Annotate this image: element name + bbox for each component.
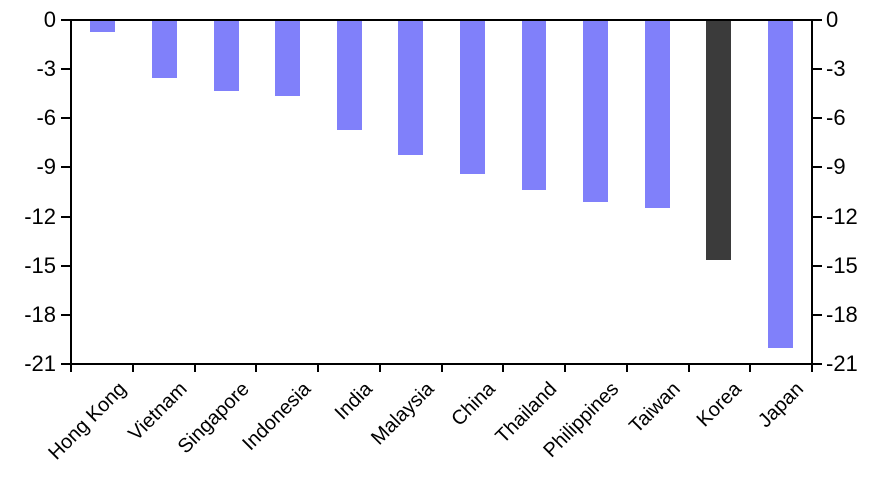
bar-china bbox=[459, 21, 485, 175]
x-tick-label-japan: Japan bbox=[753, 378, 808, 433]
bar-philippines bbox=[583, 21, 609, 202]
y-tick-label-right: -15 bbox=[826, 252, 858, 278]
x-axis-tick bbox=[317, 363, 319, 372]
x-axis-tick bbox=[749, 363, 752, 372]
y-tick-label-left: -6 bbox=[36, 105, 56, 131]
x-tick-label-korea: Korea bbox=[692, 378, 747, 432]
bar-taiwan bbox=[644, 21, 670, 209]
y-axis-tick-right bbox=[813, 117, 822, 120]
y-axis-tick-right bbox=[813, 363, 822, 365]
bar-korea bbox=[706, 21, 732, 261]
x-tick-label-china: China bbox=[447, 378, 500, 431]
x-tick-label-india: India bbox=[330, 378, 377, 425]
y-tick-label-left: -9 bbox=[36, 154, 56, 180]
x-axis-tick bbox=[70, 363, 72, 372]
x-axis-tick bbox=[255, 363, 258, 372]
x-axis-tick bbox=[440, 363, 443, 372]
y-axis-tick-left bbox=[61, 264, 70, 267]
y-axis-tick-left bbox=[61, 68, 70, 71]
y-axis-tick-left bbox=[61, 166, 70, 169]
x-axis-tick bbox=[502, 363, 505, 372]
y-tick-label-left: -15 bbox=[24, 252, 56, 278]
bar-malaysia bbox=[398, 21, 424, 155]
y-tick-label-left: -12 bbox=[24, 203, 56, 229]
x-axis-tick bbox=[811, 363, 813, 372]
y-tick-label-left: -18 bbox=[24, 301, 56, 327]
y-axis-tick-right bbox=[813, 19, 822, 21]
x-axis-tick bbox=[378, 363, 381, 372]
x-tick-label-malaysia: Malaysia bbox=[366, 378, 439, 450]
y-tick-label-right: -21 bbox=[826, 351, 858, 376]
y-tick-label-right: -18 bbox=[826, 301, 858, 327]
y-axis-tick-left bbox=[61, 215, 70, 218]
y-axis-tick-right bbox=[813, 166, 822, 169]
x-axis-tick bbox=[131, 363, 134, 372]
bar-hong-kong bbox=[90, 21, 116, 33]
bar-japan bbox=[767, 21, 793, 349]
y-axis-tick-right bbox=[813, 68, 822, 71]
x-tick-label-hong-kong: Hong Kong bbox=[44, 378, 131, 465]
x-axis-tick bbox=[193, 363, 196, 372]
y-axis-tick-right bbox=[813, 264, 822, 267]
bar-india bbox=[336, 21, 362, 131]
y-tick-label-left: 0 bbox=[43, 7, 56, 32]
bar-vietnam bbox=[152, 21, 177, 78]
y-tick-label-right: -3 bbox=[826, 56, 846, 82]
y-axis-tick-left bbox=[61, 313, 70, 316]
x-axis-tick bbox=[564, 363, 566, 372]
x-axis-tick bbox=[687, 363, 690, 372]
bar-indonesia bbox=[275, 21, 301, 96]
y-axis-tick-right bbox=[813, 215, 822, 218]
x-axis-tick bbox=[625, 363, 628, 372]
bar-thailand bbox=[521, 21, 547, 191]
y-tick-label-right: -12 bbox=[826, 203, 858, 229]
y-axis-tick-left bbox=[61, 19, 70, 21]
y-axis-tick-left bbox=[61, 363, 70, 365]
bar-singapore bbox=[213, 21, 239, 92]
y-tick-label-left: -3 bbox=[36, 56, 56, 82]
y-axis-tick-left bbox=[61, 117, 70, 120]
y-tick-label-right: -9 bbox=[826, 154, 846, 180]
y-tick-label-right: 0 bbox=[826, 7, 839, 32]
y-tick-label-right: -6 bbox=[826, 105, 846, 131]
x-tick-label-taiwan: Taiwan bbox=[625, 378, 685, 438]
plot-area bbox=[70, 19, 813, 365]
y-axis-tick-right bbox=[813, 313, 822, 316]
y-tick-label-left: -21 bbox=[24, 351, 56, 376]
